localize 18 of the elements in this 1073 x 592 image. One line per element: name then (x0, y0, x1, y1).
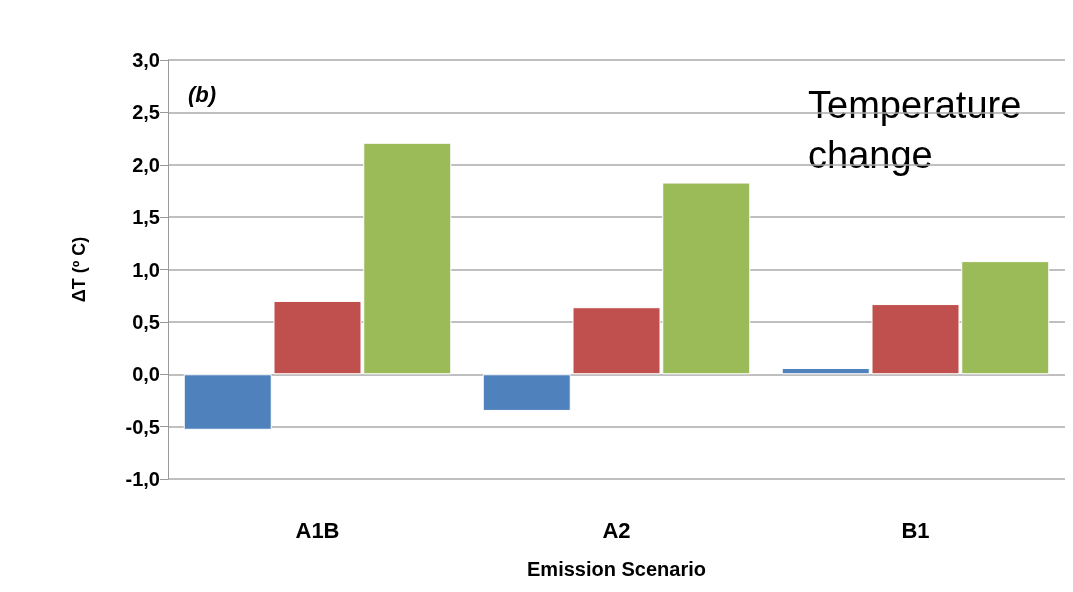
y-tick-label: 2,5 (132, 101, 160, 124)
y-tick-label: 2,0 (132, 153, 160, 176)
x-tick-label: B1 (901, 517, 930, 543)
y-tick-label: 0,5 (132, 310, 160, 333)
bar (482, 374, 571, 411)
x-tick-label: A2 (602, 517, 631, 543)
y-tick-label: 3,0 (132, 49, 160, 71)
y-tick-label: -1,0 (125, 468, 160, 490)
y-tick-label: 0,0 (132, 363, 160, 386)
annotation: (b) (188, 81, 217, 107)
annotation: Temperature change (808, 84, 1022, 176)
x-axis-title: Emission Scenario (527, 558, 706, 580)
x-tick-label: A1B (295, 517, 340, 543)
bar (183, 374, 272, 430)
y-axis-title: ΔT (º C) (69, 236, 89, 303)
y-tick-label: -0,5 (125, 415, 160, 438)
y-tick-label: 1,5 (132, 206, 160, 229)
y-tick-label: 1,0 (132, 258, 160, 281)
